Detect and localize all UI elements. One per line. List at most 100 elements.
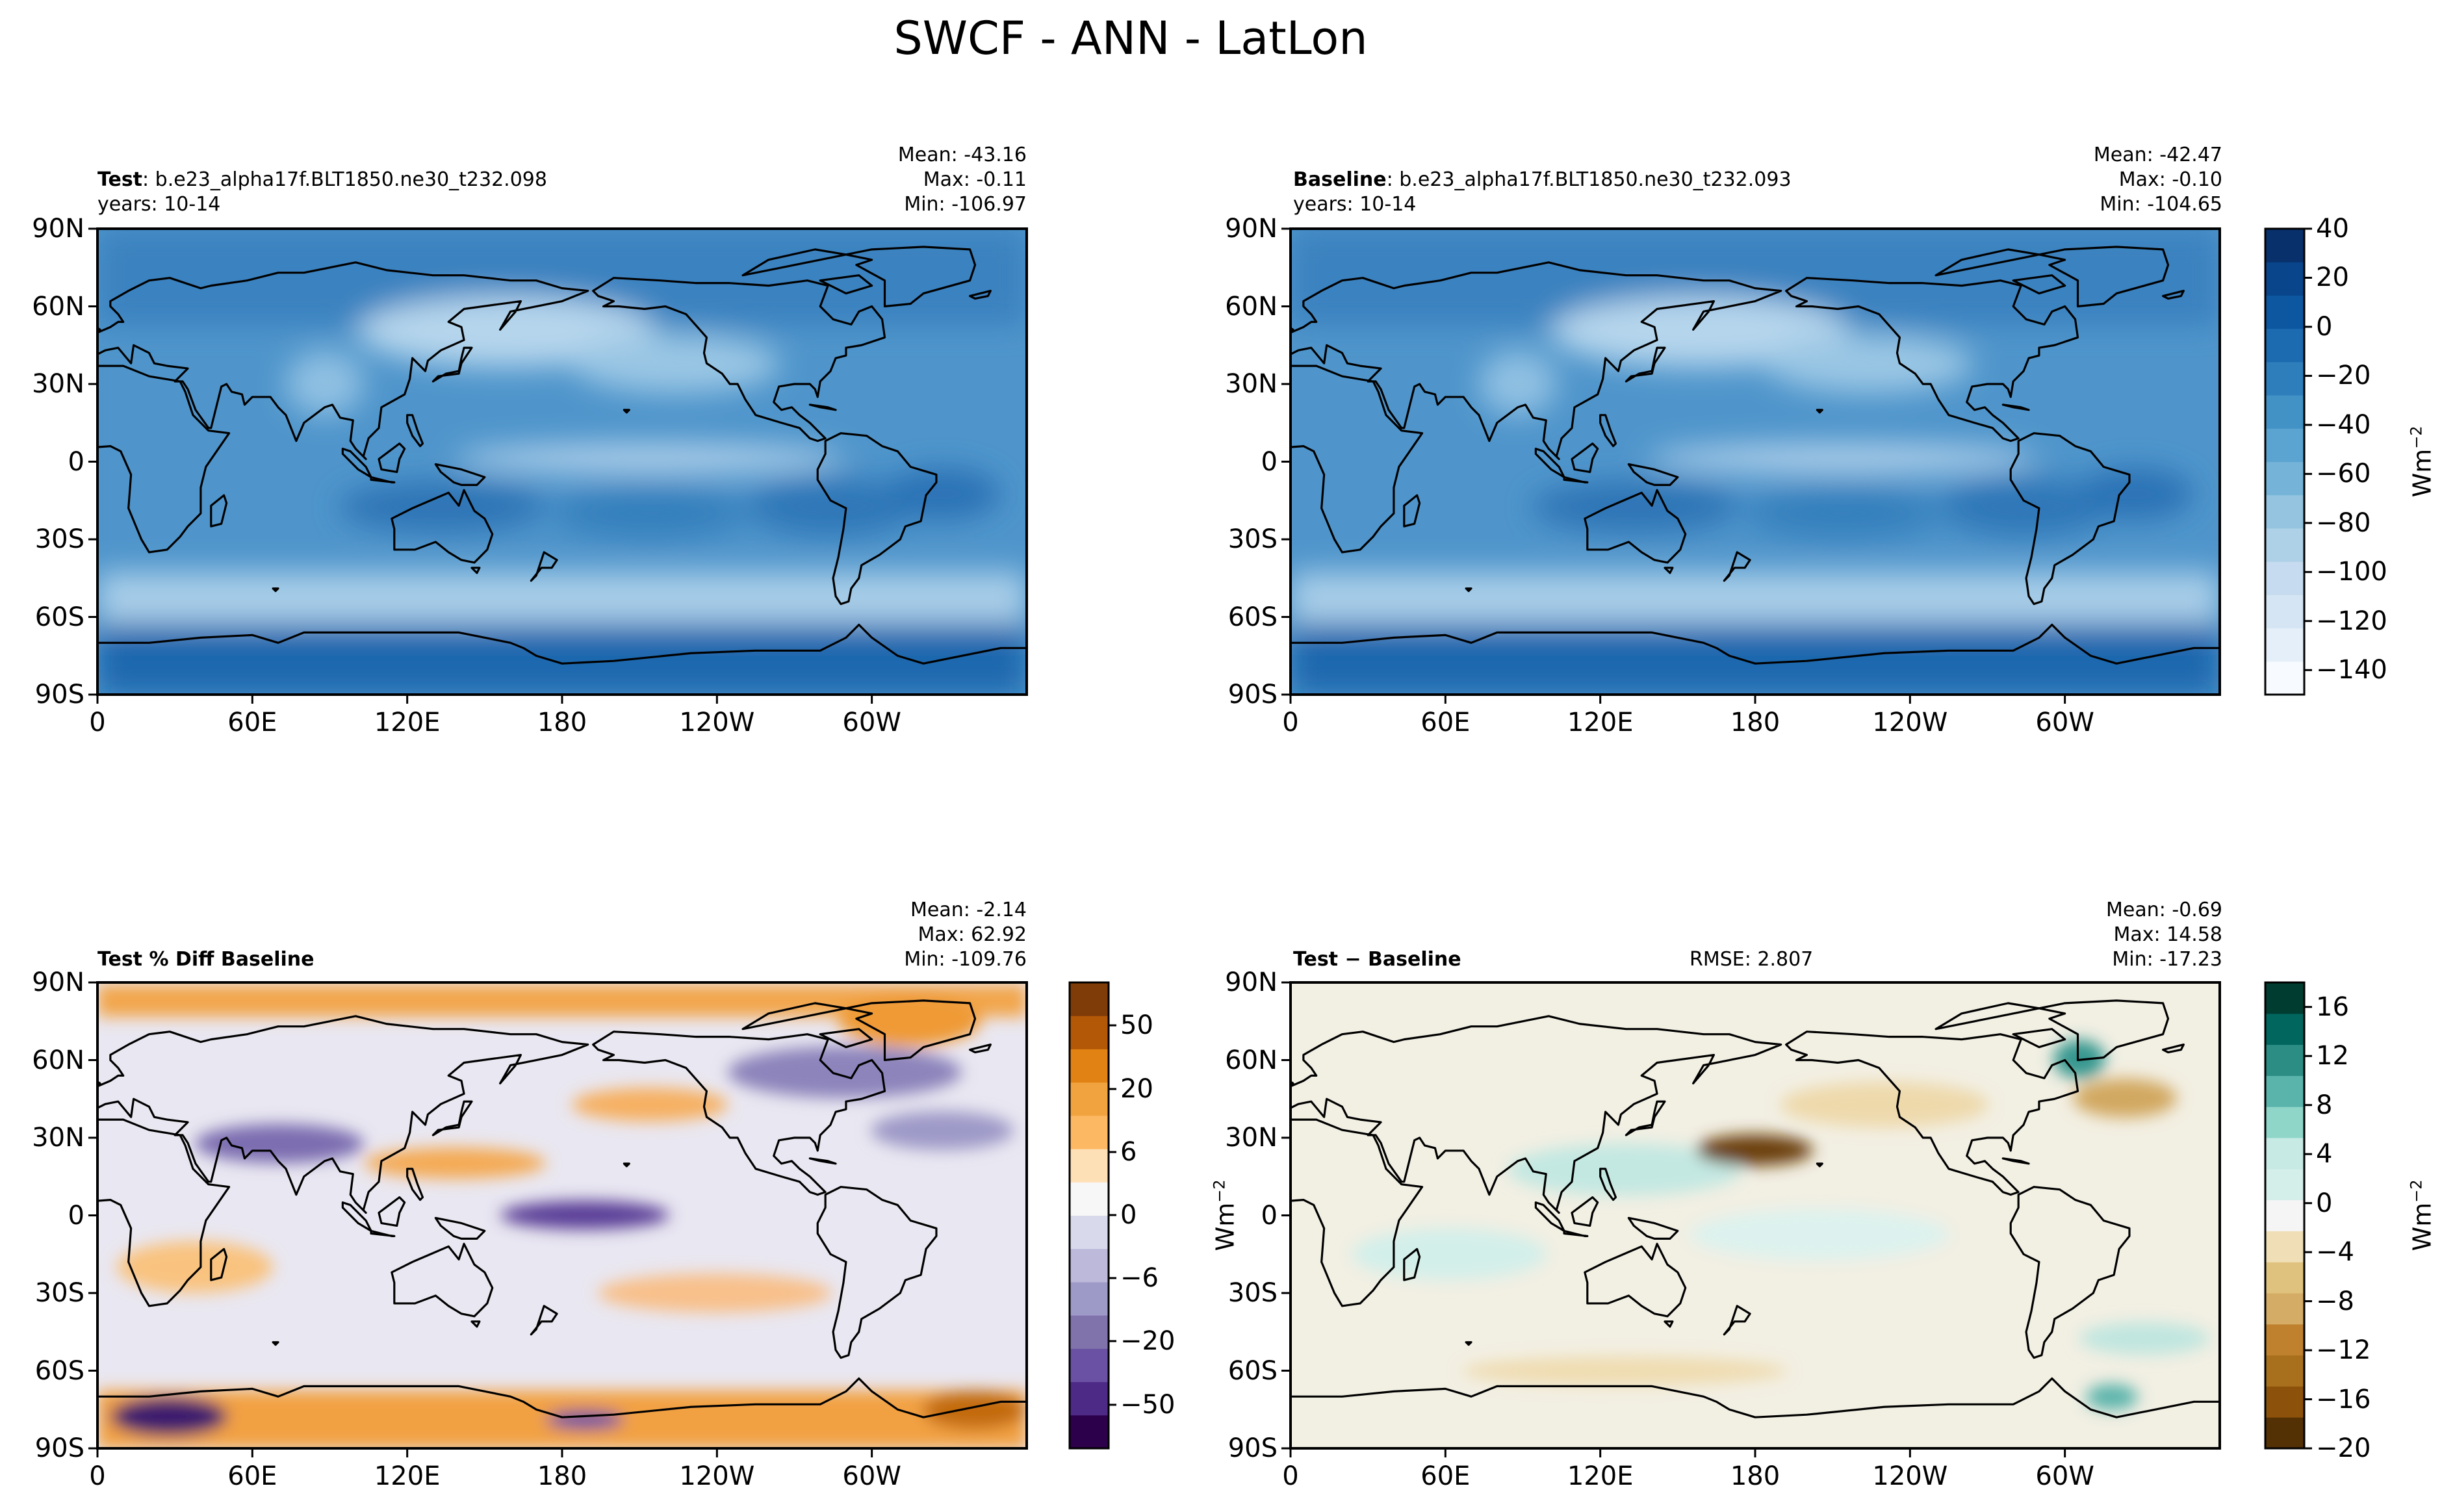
colorbar-main-swatch <box>2265 595 2304 629</box>
y-tick-label: 30N <box>32 369 84 399</box>
y-tick-label: 90N <box>1225 967 1278 997</box>
colorbar-pctdiff-swatch <box>1070 1381 1109 1416</box>
panel-test-map <box>96 227 1028 696</box>
colorbar-main-label: 20 <box>2316 263 2349 293</box>
colorbar-main-swatch <box>2265 229 2304 263</box>
colorbar-pctdiff-swatch <box>1070 1248 1109 1283</box>
colorbar-main-label: −140 <box>2316 655 2387 686</box>
colorbar-pctdiff-label: 0 <box>1120 1200 1137 1230</box>
colorbar-pctdiff-swatch <box>1070 1082 1109 1116</box>
panel-baseline-label-rest: : b.e23_alpha17f.BLT1850.ne30_t232.093 <box>1386 168 1792 191</box>
x-tick-label: 60E <box>1420 708 1471 737</box>
colorbar-pctdiff-swatch <box>1070 1348 1109 1383</box>
x-tick-label: 60E <box>227 1461 277 1491</box>
y-tick-label: 30S <box>1228 524 1278 554</box>
colorbar-main-swatch <box>2265 428 2304 462</box>
panel-baseline-label-bold: Baseline <box>1293 168 1387 191</box>
panel-test-min: Min: -106.97 <box>904 193 1027 216</box>
x-tick-label: 60E <box>1420 1461 1471 1491</box>
x-tick-label: 120W <box>1872 708 1948 737</box>
colorbar-main-label: −100 <box>2316 557 2387 587</box>
colorbar-pctdiff-label: −20 <box>1120 1326 1176 1356</box>
colorbar-main-label: 40 <box>2316 214 2349 244</box>
y-tick-label: 60N <box>32 291 84 322</box>
colorbar-pctdiff-swatch <box>1070 982 1109 1016</box>
colorbar-diff-label: −20 <box>2316 1433 2371 1463</box>
x-tick-label: 120E <box>374 708 441 737</box>
y-tick-label: 90S <box>34 680 84 710</box>
colorbar-main-label: 0 <box>2316 311 2333 342</box>
colorbar-main-swatch <box>2265 628 2304 662</box>
x-tick-label: 120E <box>1567 1461 1634 1491</box>
x-tick-label: 0 <box>1282 708 1299 737</box>
panel-test-max: Max: -0.11 <box>923 168 1027 191</box>
colorbar-diff-swatch <box>2265 1386 2304 1418</box>
y-tick-label: 30N <box>1225 369 1278 399</box>
panel-pctdiff-label: Test % Diff Baseline <box>97 948 315 971</box>
colorbar-pctdiff-swatch <box>1070 1215 1109 1249</box>
x-tick-label: 60W <box>842 708 901 737</box>
panel-baseline-mean: Mean: -42.47 <box>2093 144 2222 166</box>
colorbar-diff-swatch <box>2265 1293 2304 1325</box>
colorbar-diff-label: 0 <box>2316 1188 2333 1218</box>
y-tick-label: 30S <box>34 524 84 554</box>
y-tick-label: 90N <box>32 214 84 244</box>
colorbar-main-swatch <box>2265 461 2304 496</box>
x-tick-label: 60W <box>842 1461 901 1491</box>
x-tick-label: 120W <box>1872 1461 1948 1491</box>
colorbar-main-swatch <box>2265 528 2304 562</box>
y-tick-label: 60N <box>32 1045 84 1075</box>
colorbar-pctdiff-label: −50 <box>1120 1390 1176 1420</box>
colorbar-pctdiff-swatch <box>1070 1115 1109 1149</box>
colorbar-diff-label: 16 <box>2316 992 2349 1022</box>
x-tick-label: 180 <box>1730 708 1780 737</box>
colorbar-main-frame <box>2264 227 2306 696</box>
colorbar-diff-swatch <box>2265 1168 2304 1201</box>
y-tick-label: 90S <box>34 1433 84 1463</box>
panel-pctdiff-mean: Mean: -2.14 <box>910 899 1027 921</box>
colorbar-diff-label: 12 <box>2316 1041 2349 1071</box>
y-tick-label: 30S <box>1228 1278 1278 1308</box>
figure-title: SWCF - ANN - LatLon <box>893 12 1368 65</box>
colorbar-main-swatch <box>2265 295 2304 329</box>
y-tick-label: 30N <box>32 1123 84 1153</box>
colorbar-diff-swatch <box>2265 1138 2304 1170</box>
colorbar-diff <box>2264 981 2306 1450</box>
colorbar-diff-label: −16 <box>2316 1384 2371 1415</box>
x-tick-label: 120W <box>679 1461 755 1491</box>
panel-baseline-min: Min: -104.65 <box>2100 193 2222 216</box>
colorbar-diff-label: 8 <box>2316 1090 2333 1120</box>
panel-pctdiff-min: Min: -109.76 <box>904 948 1027 971</box>
colorbar-main-label: −60 <box>2316 459 2371 489</box>
colorbar-main-label: −20 <box>2316 361 2371 391</box>
panel-diff-mean: Mean: -0.69 <box>2105 899 2222 921</box>
panel-baseline-map <box>1289 227 2221 696</box>
colorbar-diff-swatch <box>2265 1355 2304 1387</box>
colorbar-pctdiff-swatch <box>1070 1149 1109 1183</box>
colorbar-pctdiff-swatch <box>1070 1281 1109 1316</box>
colorbar-diff-frame <box>2264 981 2306 1450</box>
colorbar-diff-swatch <box>2265 1075 2304 1107</box>
x-tick-label: 180 <box>1730 1461 1780 1491</box>
colorbar-diff-label: −4 <box>2316 1237 2354 1268</box>
colorbar-main-label: −80 <box>2316 507 2371 538</box>
colorbar-pctdiff-label: 6 <box>1120 1137 1137 1167</box>
x-tick-label: 60W <box>2035 1461 2094 1491</box>
colorbar-main-swatch <box>2265 561 2304 595</box>
colorbar-main-swatch <box>2265 361 2304 396</box>
y-tick-label: 60N <box>1225 1045 1278 1075</box>
y-tick-label: 90S <box>1228 680 1278 710</box>
colorbar-pctdiff-swatch <box>1070 1182 1109 1216</box>
x-tick-label: 120E <box>374 1461 441 1491</box>
panel-diff-label: Test − Baseline <box>1293 948 1461 971</box>
colorbar-diff-swatch <box>2265 1044 2304 1076</box>
panel-pctdiff-map <box>96 981 1028 1450</box>
panel-test-years: years: 10-14 <box>97 193 221 216</box>
y-tick-label: 30N <box>1225 1123 1278 1153</box>
colorbar-main-swatch <box>2265 328 2304 363</box>
y-tick-label: 60S <box>1228 602 1278 632</box>
colorbar-diff-label: −12 <box>2316 1335 2371 1366</box>
colorbar-diff-swatch <box>2265 1013 2304 1045</box>
panel-diff-min: Min: -17.23 <box>2112 948 2222 971</box>
